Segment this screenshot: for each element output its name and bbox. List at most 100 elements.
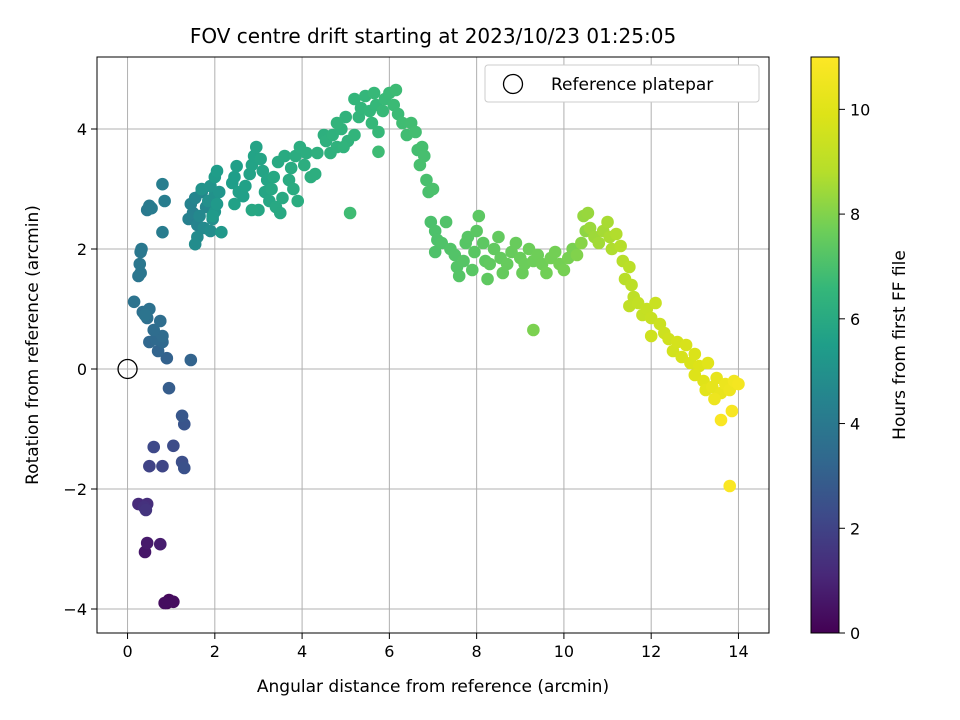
- data-point: [426, 182, 440, 196]
- data-point: [153, 314, 167, 328]
- x-tick-label: 10: [554, 642, 574, 661]
- data-point: [476, 236, 490, 250]
- data-point: [228, 197, 241, 211]
- data-point: [160, 351, 174, 365]
- data-point: [732, 377, 745, 391]
- data-point: [278, 149, 291, 163]
- data-point: [158, 596, 171, 610]
- y-axis-label: Rotation from reference (arcmin): [23, 205, 43, 485]
- data-point: [239, 179, 252, 193]
- colorbar-ticks: 0 2 4 6 8 10: [839, 100, 870, 643]
- data-point: [267, 170, 281, 184]
- data-point: [609, 227, 623, 241]
- data-point: [206, 209, 219, 223]
- data-point: [420, 173, 433, 187]
- colorbar-label: Hours from first FF file: [890, 250, 910, 440]
- chart-title: FOV centre drift starting at 2023/10/23 …: [190, 24, 676, 48]
- data-point: [372, 145, 385, 159]
- y-tick-label: 0: [77, 360, 87, 379]
- data-point: [188, 237, 202, 251]
- data-point: [500, 257, 514, 271]
- data-point: [127, 295, 141, 309]
- y-tick-label: 2: [77, 240, 87, 259]
- data-point: [245, 203, 259, 217]
- y-tick-label: −4: [63, 600, 87, 619]
- data-point: [236, 189, 250, 203]
- data-point: [396, 116, 409, 130]
- data-point: [452, 269, 466, 283]
- data-point: [308, 167, 322, 181]
- colorbar-tick-label: 0: [850, 624, 860, 643]
- data-point: [439, 215, 453, 229]
- data-point: [679, 338, 693, 352]
- legend-marker-icon: [502, 73, 524, 95]
- data-point: [623, 260, 636, 274]
- data-point: [376, 104, 390, 118]
- data-point: [287, 182, 300, 196]
- data-point: [581, 206, 595, 220]
- x-tick-label: 8: [472, 642, 482, 661]
- data-point: [527, 323, 540, 337]
- data-point: [548, 245, 562, 259]
- legend-box: [484, 64, 760, 103]
- data-point: [428, 245, 442, 259]
- data-point: [367, 86, 381, 100]
- x-axis-label: Angular distance from reference (arcmin): [257, 677, 609, 697]
- data-point: [184, 353, 198, 367]
- data-point: [365, 116, 379, 130]
- data-point: [389, 83, 403, 97]
- data-point: [409, 125, 422, 139]
- data-point: [156, 225, 169, 239]
- x-tick-label: 4: [297, 642, 307, 661]
- colorbar-gradient: [810, 56, 840, 634]
- x-tick-label: 2: [210, 642, 220, 661]
- y-axis-ticks: −4 −2 0 2 4: [63, 120, 97, 619]
- y-tick-label: −2: [63, 480, 87, 499]
- colorbar: 0 2 4 6 8 10 Hours from first FF file: [810, 56, 910, 643]
- data-point: [140, 536, 154, 550]
- data-point: [311, 146, 324, 160]
- x-tick-label: 0: [122, 642, 132, 661]
- reference-marker-group: [117, 358, 138, 380]
- data-point: [175, 409, 189, 423]
- data-point: [156, 177, 169, 191]
- data-point: [215, 225, 228, 239]
- colorbar-tick-label: 4: [850, 415, 860, 434]
- data-point: [509, 236, 523, 250]
- data-point: [210, 164, 224, 178]
- data-point: [228, 170, 241, 184]
- data-point: [708, 392, 721, 406]
- data-point: [372, 125, 385, 139]
- legend: Reference platepar: [484, 64, 760, 103]
- data-point: [601, 215, 614, 229]
- data-point: [210, 197, 224, 211]
- data-point: [701, 356, 715, 370]
- data-point: [204, 224, 217, 238]
- colorbar-tick-label: 2: [850, 519, 860, 538]
- data-point: [714, 413, 728, 427]
- data-point: [153, 537, 167, 551]
- data-point: [162, 381, 176, 395]
- colorbar-tick-label: 6: [850, 310, 860, 329]
- data-point: [273, 206, 287, 220]
- data-point: [688, 347, 702, 361]
- data-point: [625, 278, 638, 292]
- data-point: [158, 194, 171, 208]
- data-point: [465, 263, 479, 277]
- data-point: [540, 266, 553, 280]
- data-point: [143, 459, 156, 473]
- data-point: [413, 158, 427, 172]
- data-point: [649, 296, 662, 310]
- data-point: [147, 440, 161, 454]
- reference-platepar-marker: [117, 358, 138, 380]
- data-point: [487, 242, 501, 256]
- data-point: [147, 323, 161, 337]
- data-point: [570, 248, 584, 262]
- data-point: [723, 479, 737, 493]
- data-point: [472, 209, 486, 223]
- data-point: [156, 459, 169, 473]
- data-point: [725, 404, 739, 418]
- data-point: [330, 116, 344, 130]
- data-points: [127, 83, 745, 610]
